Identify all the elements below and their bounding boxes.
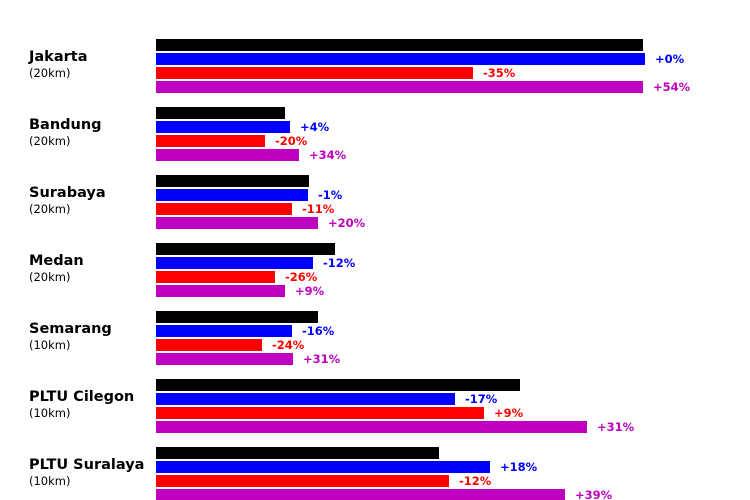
- bar-red: [156, 203, 292, 215]
- category-label: PLTU Suralaya: [29, 457, 145, 473]
- category-label: Medan: [29, 253, 84, 269]
- bar-black: [156, 311, 318, 323]
- bar-red: [156, 271, 275, 283]
- bar-value-label: -26%: [284, 270, 319, 284]
- bar-value-label: +20%: [327, 216, 367, 230]
- bar-magenta: [156, 421, 587, 433]
- bar-value-label: +9%: [294, 284, 326, 298]
- bar-value-label: -1%: [317, 188, 344, 202]
- bar-black: [156, 447, 439, 459]
- bar-value-label: +18%: [499, 460, 539, 474]
- bar-magenta: [156, 81, 643, 93]
- bar-magenta: [156, 285, 285, 297]
- bar-blue: [156, 325, 292, 337]
- category-radius-label: (10km): [29, 474, 71, 488]
- category-label: Bandung: [29, 117, 102, 133]
- category-label: Semarang: [29, 321, 112, 337]
- bar-value-label: -17%: [464, 392, 499, 406]
- category-radius-label: (20km): [29, 202, 71, 216]
- bar-black: [156, 175, 309, 187]
- bar-value-label: -24%: [271, 338, 306, 352]
- bar-magenta: [156, 149, 299, 161]
- bar-value-label: +4%: [299, 120, 331, 134]
- category-radius-label: (20km): [29, 66, 71, 80]
- bar-red: [156, 407, 484, 419]
- bar-blue: [156, 393, 455, 405]
- category-radius-label: (10km): [29, 406, 71, 420]
- bar-magenta: [156, 217, 318, 229]
- bar-magenta: [156, 353, 293, 365]
- bar-value-label: -16%: [301, 324, 336, 338]
- bar-red: [156, 339, 262, 351]
- category-radius-label: (20km): [29, 270, 71, 284]
- bar-red: [156, 475, 449, 487]
- bar-black: [156, 107, 285, 119]
- bar-blue: [156, 53, 645, 65]
- bar-value-label: -11%: [301, 202, 336, 216]
- bar-red: [156, 135, 265, 147]
- category-radius-label: (10km): [29, 338, 71, 352]
- category-label: Jakarta: [29, 49, 88, 65]
- category-label: Surabaya: [29, 185, 106, 201]
- bar-value-label: +9%: [493, 406, 525, 420]
- bar-black: [156, 243, 335, 255]
- category-radius-label: (20km): [29, 134, 71, 148]
- bar-blue: [156, 461, 490, 473]
- bar-value-label: +31%: [302, 352, 342, 366]
- bar-value-label: +54%: [652, 80, 692, 94]
- bar-value-label: -12%: [322, 256, 357, 270]
- bar-blue: [156, 189, 308, 201]
- bar-blue: [156, 257, 313, 269]
- bar-black: [156, 39, 643, 51]
- bar-black: [156, 379, 520, 391]
- category-label: PLTU Cilegon: [29, 389, 135, 405]
- bar-red: [156, 67, 473, 79]
- bar-value-label: +0%: [654, 52, 686, 66]
- bar-blue: [156, 121, 290, 133]
- bar-value-label: +31%: [596, 420, 636, 434]
- bar-value-label: +39%: [574, 488, 614, 500]
- bar-value-label: +34%: [308, 148, 348, 162]
- bar-value-label: -35%: [482, 66, 517, 80]
- bar-value-label: -20%: [274, 134, 309, 148]
- bar-value-label: -12%: [458, 474, 493, 488]
- bar-magenta: [156, 489, 565, 500]
